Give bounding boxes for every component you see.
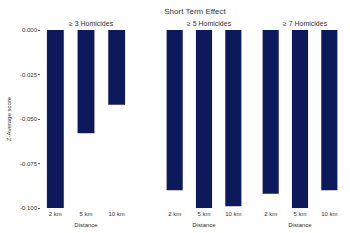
svg-text:10 km: 10 km (225, 211, 241, 217)
svg-text:-0.100: -0.100 (20, 205, 38, 211)
svg-text:10 km: 10 km (108, 211, 124, 217)
svg-text:≥ 7 Homicides: ≥ 7 Homicides (283, 20, 328, 27)
svg-text:-0.050: -0.050 (20, 116, 38, 122)
svg-text:Distance: Distance (74, 222, 98, 228)
svg-text:2 km: 2 km (264, 211, 277, 217)
svg-text:2 km: 2 km (168, 211, 181, 217)
svg-text:-0.025: -0.025 (20, 72, 38, 78)
svg-text:Distance: Distance (288, 222, 312, 228)
svg-text:Short Term Effect: Short Term Effect (164, 7, 226, 16)
svg-text:≥ 5 Homicides: ≥ 5 Homicides (187, 20, 232, 27)
svg-text:5 km: 5 km (197, 211, 210, 217)
svg-text:10 km: 10 km (321, 211, 337, 217)
svg-text:Z-Average score: Z-Average score (6, 96, 12, 141)
svg-text:≥ 3 Homicides: ≥ 3 Homicides (69, 20, 114, 27)
svg-text:Distance: Distance (192, 222, 216, 228)
svg-text:5 km: 5 km (79, 211, 92, 217)
svg-text:-0.075: -0.075 (20, 161, 38, 167)
svg-text:0.000: 0.000 (22, 27, 38, 33)
svg-text:5 km: 5 km (293, 211, 306, 217)
svg-text:2 km: 2 km (49, 211, 62, 217)
